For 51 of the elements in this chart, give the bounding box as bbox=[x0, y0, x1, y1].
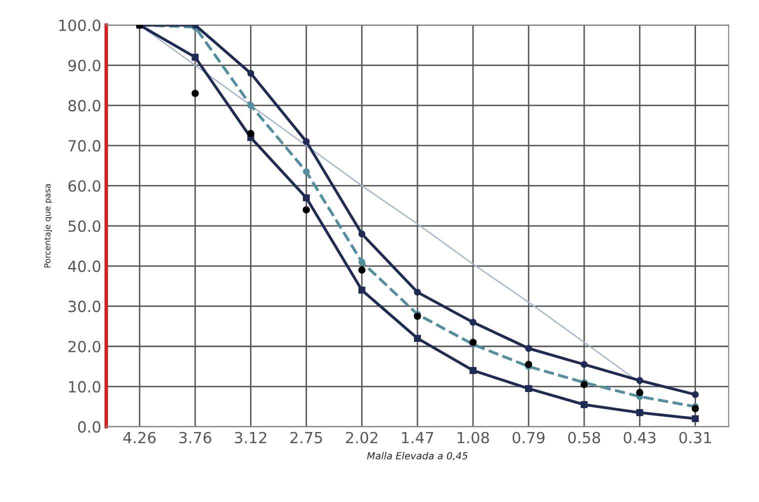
x-tick-label: 3.76 bbox=[179, 432, 212, 444]
point bbox=[247, 130, 254, 138]
x-tick-label: 2.75 bbox=[290, 432, 322, 444]
y-tick-label: 90.0 bbox=[68, 60, 100, 72]
y-tick-label: 40.0 bbox=[68, 260, 100, 272]
point bbox=[358, 258, 366, 266]
y-tick-label: 0.0 bbox=[78, 421, 100, 433]
point bbox=[470, 318, 476, 326]
x-tick-label: 3.12 bbox=[234, 432, 266, 444]
point bbox=[525, 344, 532, 352]
y-axis-title: Porcentaje que pasa bbox=[44, 184, 52, 268]
point bbox=[636, 377, 644, 384]
y-tick-label: 50.0 bbox=[68, 220, 100, 232]
x-tick-label: 0.58 bbox=[568, 432, 600, 444]
point bbox=[247, 102, 254, 109]
x-tick-label: 2.02 bbox=[346, 432, 378, 444]
point bbox=[470, 367, 476, 374]
y-tick-label: 70.0 bbox=[68, 140, 100, 152]
y-tick-label: 30.0 bbox=[68, 300, 100, 312]
x-tick-label: 1.47 bbox=[402, 432, 434, 444]
y-tick-label: 60.0 bbox=[68, 180, 100, 192]
point bbox=[692, 415, 699, 422]
point bbox=[580, 360, 588, 368]
y-tick-label: 10.0 bbox=[69, 381, 100, 393]
point bbox=[636, 409, 644, 416]
point bbox=[414, 288, 421, 296]
x-tick-label: 4.26 bbox=[123, 432, 156, 444]
point bbox=[580, 401, 588, 408]
point bbox=[247, 70, 254, 77]
point bbox=[692, 391, 699, 398]
x-tick-label: 0.43 bbox=[624, 432, 656, 444]
y-tick-label: 100.0 bbox=[59, 20, 100, 32]
x-tick-label: 0.31 bbox=[679, 432, 711, 444]
point bbox=[358, 266, 366, 274]
point bbox=[636, 388, 644, 396]
y-tick-label: 20.0 bbox=[68, 340, 100, 352]
point bbox=[358, 286, 366, 294]
point bbox=[525, 385, 532, 392]
point bbox=[302, 138, 310, 146]
point bbox=[192, 54, 199, 61]
point bbox=[580, 380, 588, 388]
point bbox=[192, 90, 199, 98]
point bbox=[302, 168, 310, 176]
point bbox=[302, 194, 310, 202]
x-tick-label: 1.08 bbox=[458, 432, 489, 444]
y-tick-label: 80.0 bbox=[68, 100, 100, 112]
x-tick-label: 0.79 bbox=[512, 432, 545, 444]
x-axis-title: Malla Elevada a 0,45 bbox=[367, 452, 468, 460]
point bbox=[302, 206, 310, 214]
point bbox=[414, 334, 421, 342]
point bbox=[358, 230, 366, 238]
